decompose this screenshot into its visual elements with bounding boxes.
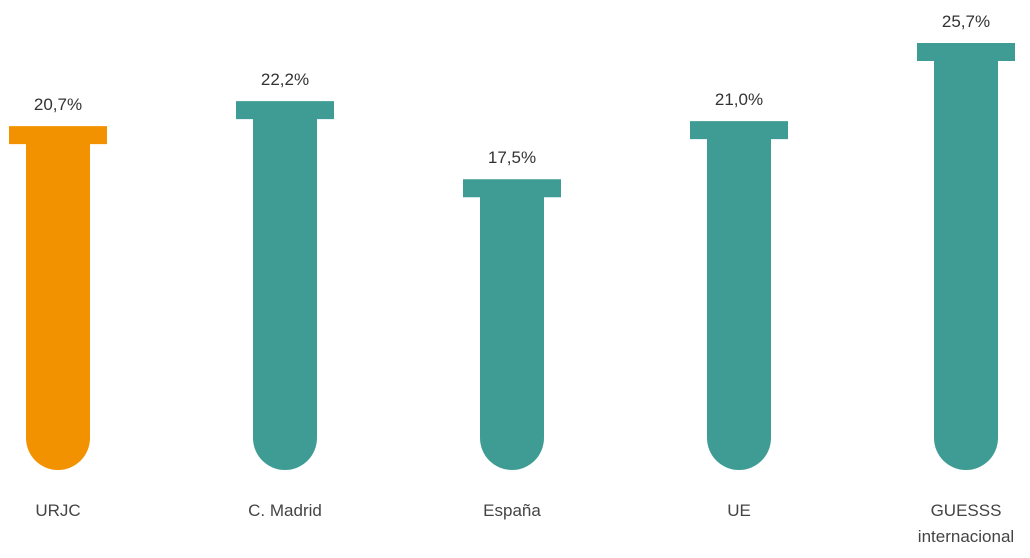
value-label: 21,0% [715,90,763,109]
category-label: UE [727,501,751,520]
category-label: GUESSS internacional [917,501,1015,546]
value-label: 25,7% [942,12,990,31]
value-label: 22,2% [261,70,309,89]
tube-bar [236,101,334,471]
category-label: URJC [35,501,81,520]
value-label: 17,5% [488,148,536,167]
category-label: España [483,501,541,520]
tube-bar [690,121,788,471]
tube-bar [917,43,1015,470]
tube-bar [9,126,107,471]
category-label: C. Madrid [248,501,322,520]
tube-bar [463,179,561,470]
value-label: 20,7% [34,95,82,114]
